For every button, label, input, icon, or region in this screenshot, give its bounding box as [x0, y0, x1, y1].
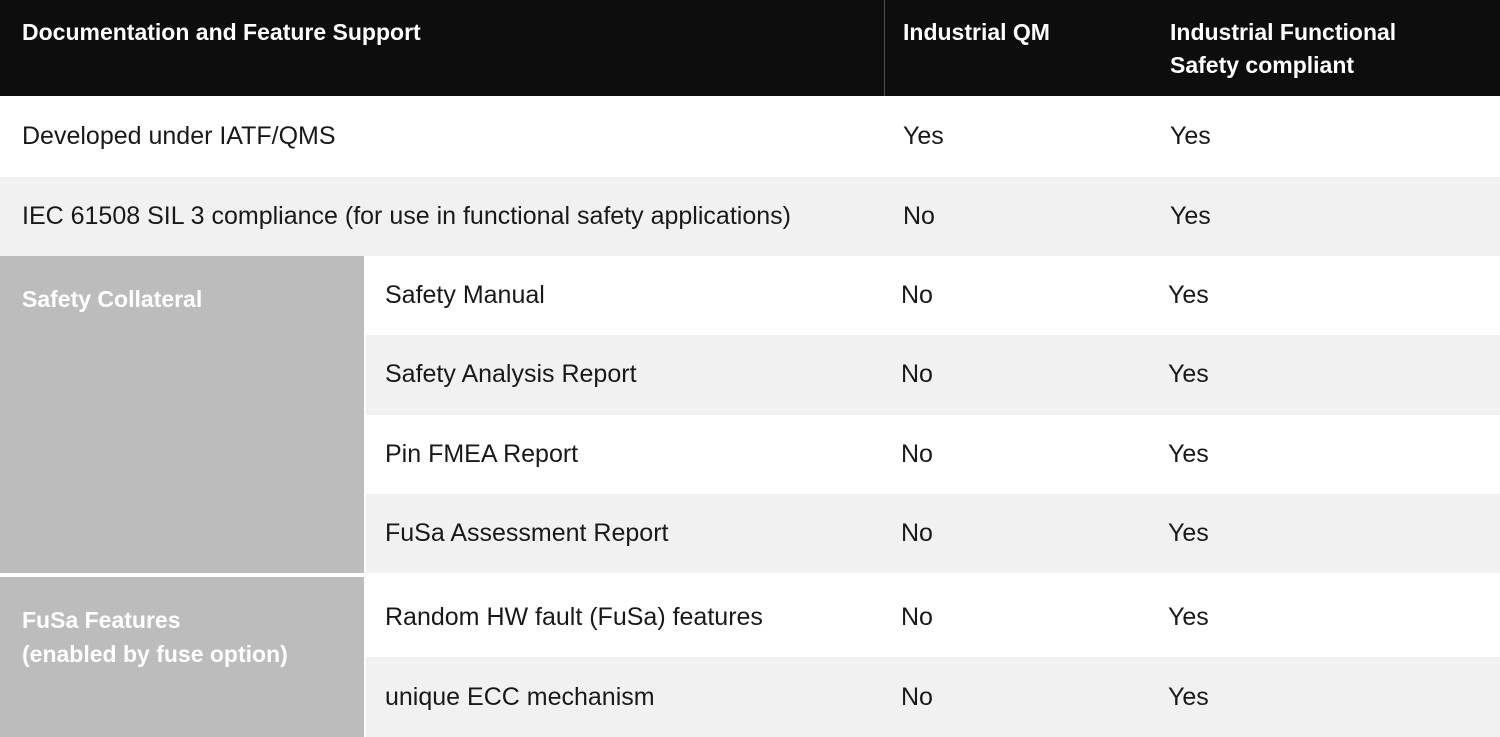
- qm-value: Yes: [903, 122, 944, 150]
- feature-label: Developed under IATF/QMS: [22, 122, 336, 150]
- group-safety-collateral: Safety Collateral Safety Manual No Yes S…: [0, 256, 1500, 573]
- fusa-value: Yes: [1168, 682, 1209, 711]
- fusa-value: Yes: [1168, 518, 1209, 547]
- feature-label: IEC 61508 SIL 3 compliance (for use in f…: [22, 202, 791, 230]
- table-row: Safety Manual No Yes: [366, 256, 1500, 335]
- table-row: Random HW fault (FuSa) features No Yes: [366, 577, 1500, 657]
- group-rows: Safety Manual No Yes Safety Analysis Rep…: [366, 256, 1500, 573]
- feature-label: Pin FMEA Report: [385, 439, 579, 468]
- table-row: Pin FMEA Report No Yes: [366, 415, 1500, 494]
- feature-label: Random HW fault (FuSa) features: [385, 602, 763, 631]
- fusa-value: Yes: [1168, 439, 1209, 468]
- qm-value: No: [903, 202, 935, 230]
- group-fusa-features: FuSa Features (enabled by fuse option) R…: [0, 577, 1500, 737]
- table-row: Safety Analysis Report No Yes: [366, 335, 1500, 415]
- header-industrial-qm-column: Industrial QM: [884, 0, 1151, 96]
- feature-label: unique ECC mechanism: [385, 682, 655, 711]
- qm-value: No: [901, 682, 933, 711]
- table-row: unique ECC mechanism No Yes: [366, 657, 1500, 737]
- group-separator: [0, 573, 1500, 577]
- fusa-value: Yes: [1168, 360, 1209, 389]
- qm-value: No: [901, 602, 933, 631]
- qm-value: No: [901, 518, 933, 547]
- fusa-value: Yes: [1168, 281, 1209, 310]
- group-rows: Random HW fault (FuSa) features No Yes u…: [366, 577, 1500, 737]
- group-label-safety-collateral: Safety Collateral: [0, 256, 366, 573]
- feature-label: FuSa Assessment Report: [385, 518, 669, 547]
- qm-value: No: [901, 281, 933, 310]
- table-header-row: Documentation and Feature Support Indust…: [0, 0, 1500, 96]
- header-industrial-fusa-column: Industrial Functional Safety compliant: [1170, 19, 1397, 78]
- fusa-value: Yes: [1170, 202, 1211, 230]
- group-label-fusa-features: FuSa Features (enabled by fuse option): [0, 577, 366, 737]
- fusa-value: Yes: [1170, 122, 1211, 150]
- table-row: Developed under IATF/QMS Yes Yes: [0, 96, 1500, 177]
- fusa-value: Yes: [1168, 602, 1209, 631]
- table-row: IEC 61508 SIL 3 compliance (for use in f…: [0, 177, 1500, 256]
- qm-value: No: [901, 439, 933, 468]
- qm-value: No: [901, 360, 933, 389]
- header-feature-column: Documentation and Feature Support: [22, 19, 421, 45]
- table-row: FuSa Assessment Report No Yes: [366, 493, 1500, 573]
- feature-label: Safety Analysis Report: [385, 360, 637, 389]
- feature-label: Safety Manual: [385, 281, 545, 310]
